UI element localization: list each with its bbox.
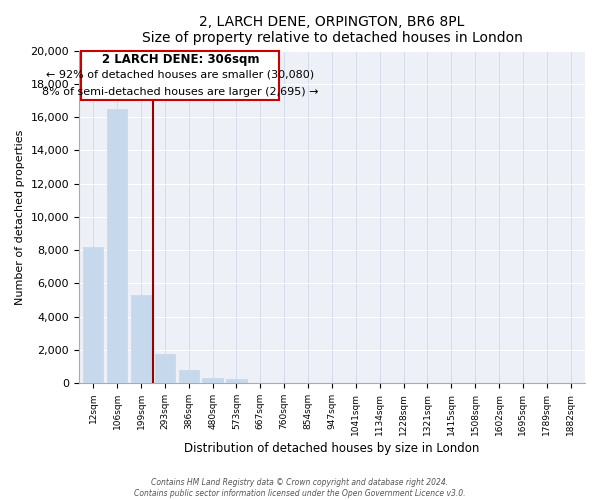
Y-axis label: Number of detached properties: Number of detached properties bbox=[15, 129, 25, 304]
Bar bbox=[155, 354, 175, 383]
Bar bbox=[107, 109, 127, 383]
Bar bbox=[226, 379, 247, 383]
Bar bbox=[179, 370, 199, 383]
Text: Contains HM Land Registry data © Crown copyright and database right 2024.
Contai: Contains HM Land Registry data © Crown c… bbox=[134, 478, 466, 498]
FancyBboxPatch shape bbox=[81, 50, 280, 100]
Bar bbox=[83, 247, 103, 383]
Text: ← 92% of detached houses are smaller (30,080): ← 92% of detached houses are smaller (30… bbox=[46, 70, 314, 80]
Title: 2, LARCH DENE, ORPINGTON, BR6 8PL
Size of property relative to detached houses i: 2, LARCH DENE, ORPINGTON, BR6 8PL Size o… bbox=[142, 15, 523, 45]
Text: 8% of semi-detached houses are larger (2,695) →: 8% of semi-detached houses are larger (2… bbox=[42, 87, 319, 97]
X-axis label: Distribution of detached houses by size in London: Distribution of detached houses by size … bbox=[184, 442, 479, 455]
Bar bbox=[202, 378, 223, 383]
Text: 2 LARCH DENE: 306sqm: 2 LARCH DENE: 306sqm bbox=[101, 53, 259, 66]
Bar bbox=[131, 295, 151, 383]
